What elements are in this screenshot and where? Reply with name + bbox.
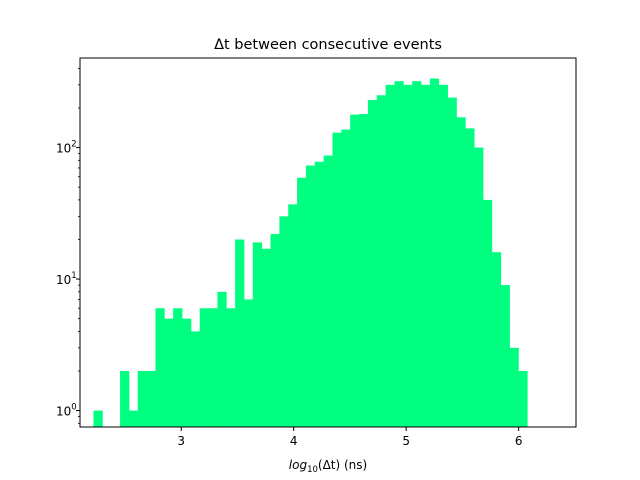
histogram-bar — [359, 114, 369, 427]
histogram-bar — [465, 128, 475, 428]
x-axis-ticks: 3 4 5 6 — [177, 427, 522, 448]
histogram-bar — [120, 370, 130, 427]
histogram-bars — [93, 78, 528, 428]
histogram-bar — [199, 308, 209, 427]
histogram-bar — [421, 84, 431, 427]
histogram-bar — [412, 81, 422, 427]
x-axis-label: log10(Δt) (ns) — [289, 458, 367, 475]
histogram-bar — [297, 177, 307, 427]
histogram-bar — [208, 308, 218, 427]
histogram-bar — [182, 318, 192, 427]
histogram-bar — [500, 285, 510, 427]
histogram-bar — [341, 129, 351, 427]
chart-title: Δt between consecutive events — [214, 37, 442, 53]
histogram-bar — [376, 95, 386, 427]
y-tick-label: 100 — [56, 403, 77, 419]
histogram-bar — [270, 234, 280, 427]
y-axis-ticks: 100 101 102 — [56, 68, 80, 424]
histogram-bar — [385, 84, 395, 427]
histogram-bar — [137, 370, 147, 427]
histogram-bar — [474, 147, 484, 427]
histogram-bar — [173, 308, 183, 427]
histogram-bar — [279, 216, 289, 427]
histogram-bar — [482, 199, 493, 427]
histogram-bar — [429, 78, 440, 427]
histogram-bar — [332, 132, 342, 427]
histogram-bar — [217, 291, 227, 427]
histogram-bar — [403, 84, 413, 427]
x-tick-label: 6 — [515, 434, 523, 448]
y-tick-label: 101 — [56, 271, 77, 287]
histogram-bar — [226, 308, 236, 427]
x-tick-label: 4 — [290, 434, 298, 448]
histogram-bar — [456, 117, 466, 427]
histogram-bar — [164, 318, 174, 427]
plot-frame — [79, 57, 577, 428]
histogram-bar — [235, 239, 245, 427]
histogram-bar — [350, 114, 360, 428]
histogram-bar — [367, 100, 378, 427]
histogram-bar — [261, 248, 271, 427]
histogram-bar — [509, 347, 519, 427]
x-tick-label: 5 — [402, 434, 410, 448]
y-tick-label: 102 — [56, 140, 77, 156]
histogram-bar — [190, 331, 201, 427]
histogram-bar — [252, 242, 263, 427]
histogram-bar — [394, 81, 404, 427]
histogram-bar — [305, 165, 316, 428]
histogram-bar — [518, 370, 528, 427]
histogram-bar — [491, 252, 502, 427]
histogram-bar — [93, 410, 103, 427]
x-tick-label: 3 — [177, 434, 185, 448]
histogram-bar — [438, 84, 448, 427]
histogram-bar — [128, 410, 139, 427]
histogram-bar — [288, 204, 298, 427]
histogram-bar — [146, 370, 156, 427]
histogram-bar — [447, 97, 457, 427]
histogram-bar — [155, 308, 165, 427]
histogram-bar — [314, 161, 325, 427]
histogram-bar — [323, 155, 333, 427]
histogram-bar — [243, 299, 254, 427]
